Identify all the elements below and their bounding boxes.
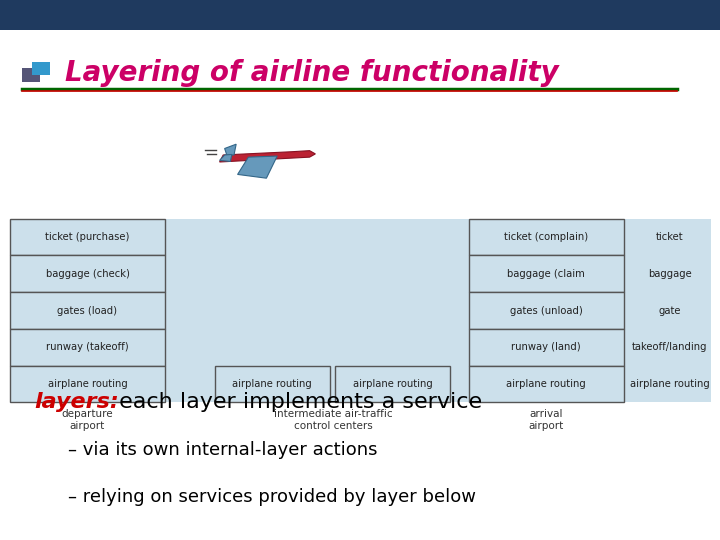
- Text: airplane routing: airplane routing: [353, 379, 432, 389]
- Text: airplane routing: airplane routing: [630, 379, 709, 389]
- Text: ticket (complain): ticket (complain): [504, 232, 588, 242]
- Polygon shape: [238, 156, 277, 178]
- FancyBboxPatch shape: [469, 292, 624, 329]
- FancyBboxPatch shape: [10, 219, 165, 255]
- Text: gate: gate: [658, 306, 681, 315]
- FancyBboxPatch shape: [22, 69, 40, 82]
- Text: ticket: ticket: [656, 232, 683, 242]
- Text: departure
airport: departure airport: [62, 409, 113, 431]
- FancyBboxPatch shape: [10, 255, 711, 292]
- FancyBboxPatch shape: [10, 292, 165, 329]
- FancyBboxPatch shape: [10, 292, 711, 329]
- Text: arrival
airport: arrival airport: [528, 409, 564, 431]
- FancyBboxPatch shape: [10, 255, 165, 292]
- FancyBboxPatch shape: [469, 219, 624, 255]
- Text: intermediate air-traffic
control centers: intermediate air-traffic control centers: [274, 409, 392, 431]
- Text: gates (unload): gates (unload): [510, 306, 582, 315]
- FancyBboxPatch shape: [215, 366, 330, 402]
- Text: takeoff/landing: takeoff/landing: [632, 342, 707, 352]
- Text: baggage: baggage: [648, 269, 691, 279]
- FancyBboxPatch shape: [10, 366, 165, 402]
- Polygon shape: [220, 151, 315, 162]
- FancyBboxPatch shape: [10, 219, 711, 255]
- FancyBboxPatch shape: [469, 366, 624, 402]
- Text: airplane routing: airplane routing: [233, 379, 312, 389]
- Polygon shape: [225, 144, 236, 155]
- FancyBboxPatch shape: [10, 366, 711, 402]
- Text: airplane routing: airplane routing: [506, 379, 586, 389]
- Text: – via its own internal-layer actions: – via its own internal-layer actions: [68, 441, 378, 459]
- FancyBboxPatch shape: [32, 62, 50, 75]
- Text: baggage (check): baggage (check): [45, 269, 130, 279]
- Text: each layer implements a service: each layer implements a service: [112, 392, 482, 413]
- FancyBboxPatch shape: [335, 366, 450, 402]
- FancyBboxPatch shape: [10, 329, 165, 366]
- Polygon shape: [220, 154, 232, 161]
- FancyBboxPatch shape: [0, 0, 720, 30]
- FancyBboxPatch shape: [10, 329, 711, 366]
- Text: Layering of airline functionality: Layering of airline functionality: [65, 59, 559, 87]
- FancyBboxPatch shape: [469, 255, 624, 292]
- FancyBboxPatch shape: [469, 329, 624, 366]
- Text: layers:: layers:: [35, 392, 120, 413]
- Text: baggage (claim: baggage (claim: [508, 269, 585, 279]
- Text: runway (land): runway (land): [511, 342, 581, 352]
- Text: gates (load): gates (load): [58, 306, 117, 315]
- Text: Protocol: Protocol: [8, 8, 66, 22]
- Text: – relying on services provided by layer below: – relying on services provided by layer …: [68, 488, 477, 506]
- Text: ticket (purchase): ticket (purchase): [45, 232, 130, 242]
- Text: airplane routing: airplane routing: [48, 379, 127, 389]
- Text: runway (takeoff): runway (takeoff): [46, 342, 129, 352]
